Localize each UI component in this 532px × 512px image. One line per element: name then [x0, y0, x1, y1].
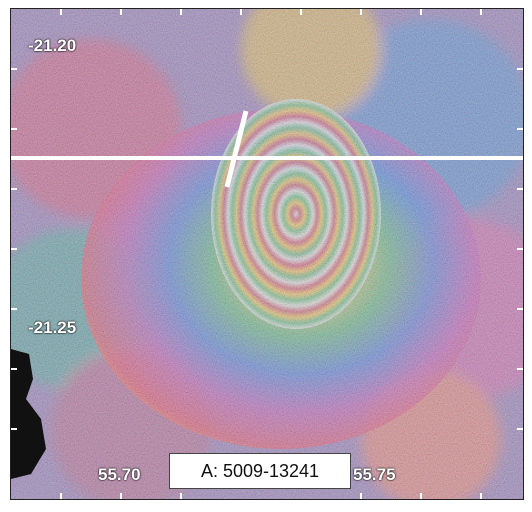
image-caption: A: 5009-13241 [169, 453, 351, 489]
interferogram-map [10, 8, 524, 500]
lon-label-right: 55.75 [353, 465, 396, 484]
lon-label-left: 55.70 [98, 465, 141, 484]
lat-label-bottom: -21.25 [28, 318, 77, 337]
interferogram-image [11, 9, 523, 499]
caption-text: A: 5009-13241 [200, 460, 320, 481]
lat-label-top: -21.20 [28, 36, 77, 55]
